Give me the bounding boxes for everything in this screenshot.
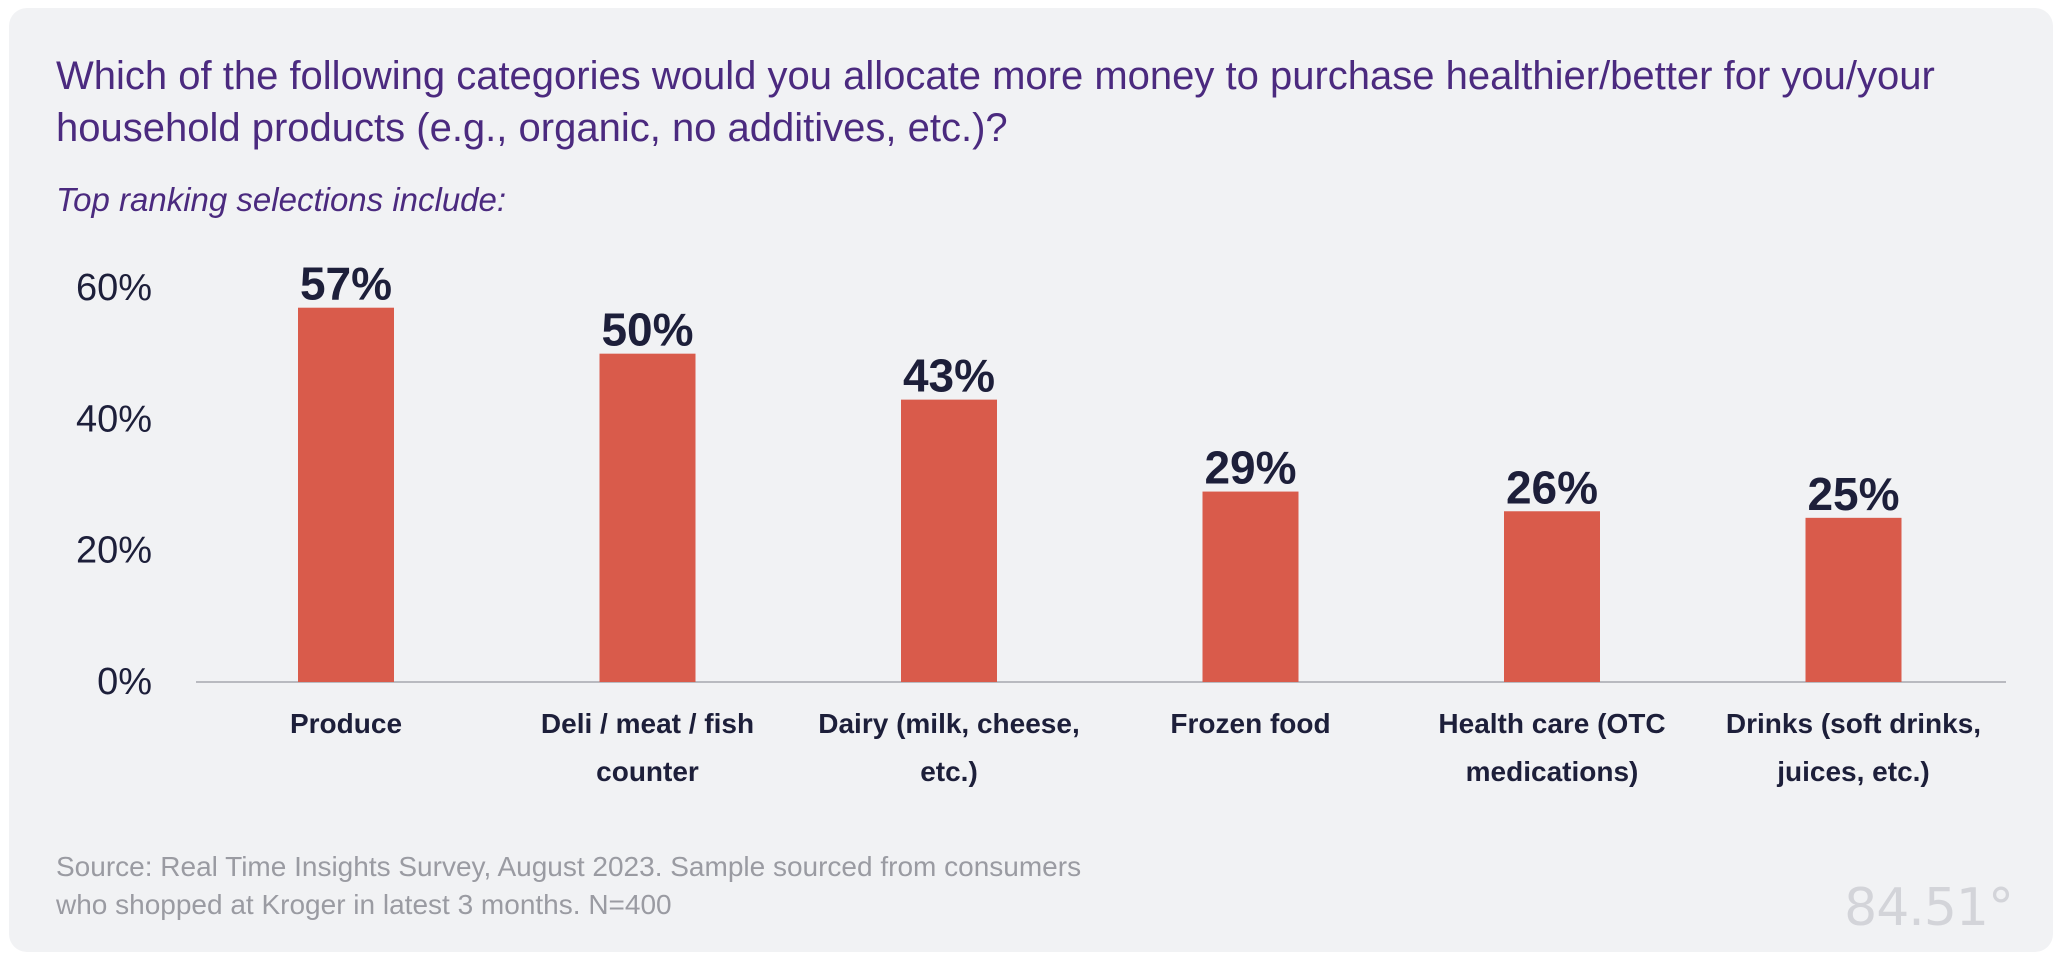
data-label: 26% [1506, 461, 1598, 513]
category-label: Produce [290, 708, 402, 739]
bar [901, 399, 997, 682]
bar [1504, 511, 1600, 682]
category-label: Health care (OTC medications) [1438, 708, 1665, 787]
y-tick-label: 20% [76, 530, 152, 572]
chart-title: Which of the following categories would … [56, 54, 1935, 150]
category-label: Deli / meat / fish counter [541, 708, 754, 787]
bar [298, 307, 394, 682]
bar [1202, 491, 1299, 682]
chart-subtitle: Top ranking selections include: [56, 181, 507, 218]
y-tick-label: 0% [97, 661, 152, 703]
source-note: Source: Real Time Insights Survey, Augus… [56, 851, 1082, 920]
data-label: 57% [300, 258, 392, 310]
category-label: Dairy (milk, cheese, etc.) [818, 708, 1079, 787]
bar [599, 353, 696, 682]
data-label: 25% [1807, 468, 1899, 520]
y-tick-label: 40% [76, 398, 152, 440]
brand-logo: 84.51° [1844, 878, 2014, 938]
category-label: Frozen food [1170, 708, 1330, 739]
data-label: 43% [903, 350, 995, 402]
data-label: 29% [1204, 442, 1296, 494]
y-tick-label: 60% [76, 267, 152, 309]
category-label: Drinks (soft drinks, juices, etc.) [1726, 708, 1981, 787]
data-label: 50% [601, 304, 693, 356]
bar [1805, 517, 1902, 682]
